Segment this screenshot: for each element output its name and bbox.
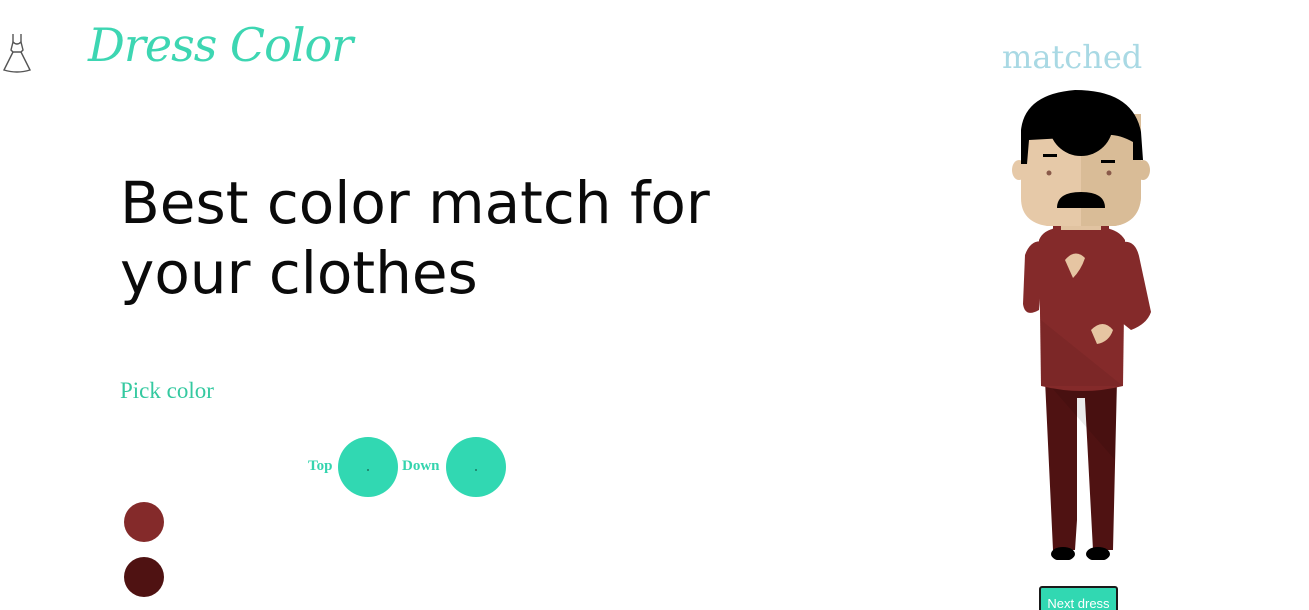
character-pants (1045, 380, 1117, 550)
pick-color-label: Pick color (120, 378, 214, 403)
slot-dot (367, 469, 369, 471)
next-dress-button[interactable]: Next dress (1039, 586, 1118, 610)
color-swatch[interactable] (124, 502, 164, 542)
character-preview (1012, 90, 1151, 560)
top-color-slot[interactable] (338, 437, 398, 497)
color-swatch[interactable] (124, 557, 164, 597)
page-title: Best color match for your clothes (120, 169, 710, 307)
character-shirt (1023, 226, 1151, 391)
brand-title: Dress Color (88, 18, 353, 72)
dress-icon (3, 34, 31, 73)
top-slot-label: Top (308, 458, 333, 474)
down-color-slot[interactable] (446, 437, 506, 497)
slot-dot (475, 469, 477, 471)
down-slot-label: Down (402, 458, 440, 474)
match-status: matched (1002, 38, 1143, 76)
